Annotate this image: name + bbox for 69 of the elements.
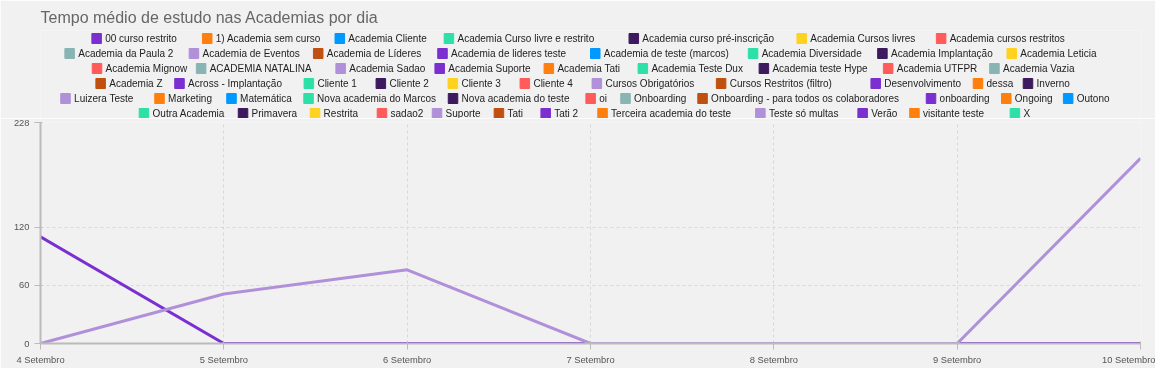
legend-label: visitante teste	[923, 108, 985, 119]
legend-label: Tati	[507, 108, 524, 119]
x-tick-label: 9 Setembro	[933, 354, 982, 365]
legend-label: Desenvolvimento	[884, 78, 962, 89]
legend-label: Academia cursos restritos	[949, 33, 1065, 44]
legend-label: sadao2	[390, 108, 424, 119]
legend-label: dessa	[986, 78, 1014, 89]
legend-label: Outra Academia	[152, 108, 225, 119]
legend-label: Academia Suporte	[448, 63, 531, 74]
legend-label: Academia Sadao	[349, 63, 426, 74]
legend-label: Cursos Obrigatórios	[605, 78, 695, 89]
legend-label: Academia Cursos livres	[810, 33, 916, 44]
x-tick-label: 4 Setembro	[16, 354, 65, 365]
legend-label: Luizera Teste	[74, 93, 134, 104]
legend-label: ACADEMIA NATALINA	[209, 63, 312, 74]
legend-label: Academia Z	[109, 78, 163, 89]
legend-label: Inverno	[1036, 78, 1071, 89]
legend-label: Onboarding - para todos os colaboradores	[711, 93, 900, 104]
legend-label: X	[1023, 108, 1031, 119]
legend-label: Academia de Eventos	[202, 48, 300, 59]
legend-label: Marketing	[168, 93, 212, 104]
x-tick-label: 7 Setembro	[566, 354, 615, 365]
legend-label: Academia Cliente	[348, 33, 428, 44]
legend-label: 00 curso restrito	[105, 33, 178, 44]
legend-label: Academia UTFPR	[896, 63, 978, 74]
legend-label: Cliente 3	[461, 78, 502, 89]
legend-label: Academia de lideres teste	[451, 48, 567, 59]
legend-label: Academia de Líderes	[326, 48, 422, 59]
legend-label: Ongoing	[1014, 93, 1053, 104]
chart-title: Tempo médio de estudo nas Academias por dia	[40, 8, 378, 26]
legend-label: Outono	[1076, 93, 1110, 104]
legend-label: Academia da Paula 2	[78, 48, 174, 59]
legend-label: Academia Leticia	[1020, 48, 1097, 59]
legend-label: Cliente 2	[389, 78, 430, 89]
legend-label: Nova academia do teste	[461, 93, 570, 104]
legend-label: Academia Implantação	[890, 48, 994, 59]
y-tick-label: 60	[19, 280, 30, 291]
legend-label: Restrita	[323, 108, 359, 119]
x-tick-label: 6 Setembro	[383, 354, 432, 365]
y-tick-label: 120	[13, 222, 30, 233]
legend-label: Cliente 1	[317, 78, 358, 89]
legend-label: onboarding	[939, 93, 990, 104]
legend-label: Verão	[871, 108, 898, 119]
legend-label: Tati 2	[554, 108, 579, 119]
legend-label: Cursos Restritos (filtro)	[729, 78, 832, 89]
legend-label: 1) Academia sem curso	[215, 33, 321, 44]
legend-label: Academia Diversidade	[761, 48, 863, 59]
legend-label: Academia teste Hype	[772, 63, 868, 74]
legend-label: Academia Tati	[557, 63, 621, 74]
x-tick-label: 5 Setembro	[199, 354, 248, 365]
y-tick-label: 0	[24, 338, 30, 349]
legend-label: Cliente 4	[533, 78, 574, 89]
legend-label: Academia Vazia	[1003, 63, 1075, 74]
legend-label: Academia de teste (marcos)	[603, 48, 729, 59]
legend-label: Academia Curso livre e restrito	[457, 33, 595, 44]
legend-label: oi	[599, 93, 608, 104]
legend-label: Matemática	[240, 93, 293, 104]
legend-label: Terceira academia do teste	[611, 108, 732, 119]
x-tick-label: 10 Setembro	[1102, 354, 1156, 365]
legend-label: Academia Mignow	[105, 63, 189, 74]
legend-label: Academia curso pré-inscrição	[642, 33, 775, 44]
legend-label: Teste só multas	[768, 108, 839, 119]
legend-label: Primavera	[251, 108, 298, 119]
legend-label: Academia Teste Dux	[651, 63, 743, 74]
x-tick-label: 8 Setembro	[749, 354, 798, 365]
legend-label: Onboarding	[634, 93, 687, 104]
legend-label: Across - Implantação	[188, 78, 283, 89]
legend-label: Nova academia do Marcos	[317, 93, 437, 104]
y-tick-label: 228	[13, 117, 30, 128]
